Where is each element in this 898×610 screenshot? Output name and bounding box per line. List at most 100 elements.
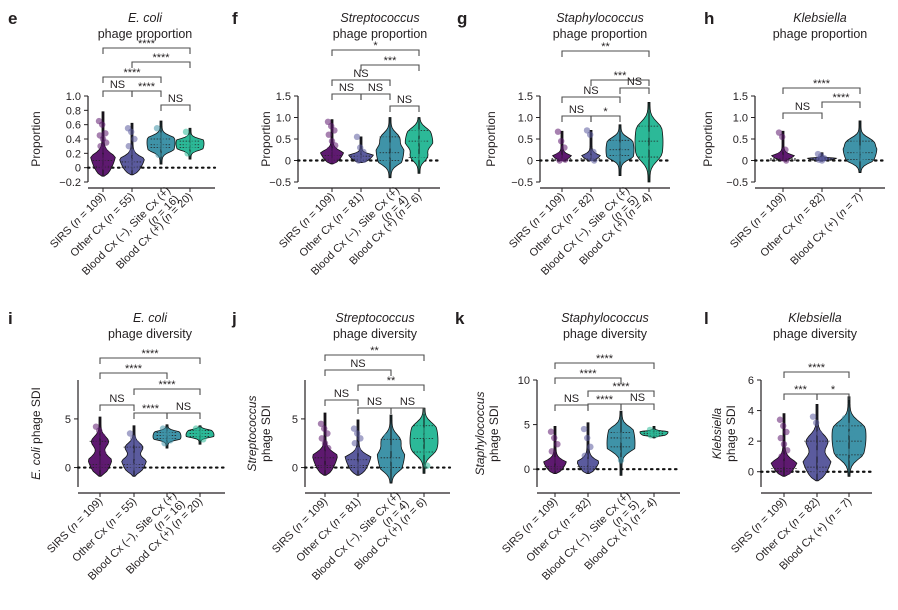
data-point: [784, 447, 791, 454]
y-tick-label: −0.5: [726, 177, 748, 189]
data-point: [190, 145, 197, 153]
significance-label: ****: [138, 81, 156, 93]
data-point: [103, 150, 111, 157]
data-point: [852, 137, 860, 145]
significance-bracket: ***: [360, 55, 420, 71]
violin-3: [831, 396, 867, 477]
bracket-line: [99, 357, 201, 364]
data-point: [157, 132, 164, 139]
panel-k: k Staphylococcus phage diversity 0 5 10 Staphy…: [455, 309, 682, 583]
significance-label: *: [831, 384, 836, 396]
significance-label: ***: [614, 70, 628, 82]
data-point: [554, 128, 562, 135]
violin-4: [404, 117, 434, 174]
significance-bracket: NS: [360, 82, 391, 100]
data-point: [645, 131, 652, 138]
x-tick-label: Other Cx (n = 81): [294, 496, 363, 565]
data-point: [325, 444, 332, 452]
data-point: [555, 463, 562, 470]
violin-4: [185, 425, 215, 445]
significance-bracket: **: [357, 375, 425, 391]
data-point: [616, 142, 623, 149]
y-tick-label: 0.5: [276, 134, 291, 146]
y-axis-label-metric: phage SDI: [487, 405, 501, 462]
violin-3: [606, 410, 636, 476]
data-point: [351, 440, 358, 447]
data-point: [99, 433, 106, 440]
significance-label: NS: [630, 392, 645, 404]
data-point: [418, 137, 425, 145]
data-point: [130, 435, 137, 442]
significance-bracket: NS: [160, 93, 191, 111]
panel-g: g Staphylococcus phage proportion −0.5 0 0.5 1…: [457, 9, 672, 278]
data-point: [419, 155, 426, 162]
data-point: [325, 131, 332, 138]
violin-4: [639, 425, 669, 439]
data-point: [384, 464, 391, 471]
y-tick-label: 1.5: [733, 91, 748, 103]
panel-title-organism: Staphylococcus: [556, 11, 644, 25]
data-point: [102, 164, 109, 171]
bracket-line: [783, 371, 850, 378]
data-point: [155, 151, 162, 158]
significance-label: NS: [368, 82, 383, 94]
violin-2: [806, 150, 838, 164]
data-point: [591, 157, 598, 164]
bracket-line: [390, 407, 425, 414]
panel-title-organism: Staphylococcus: [561, 311, 649, 325]
bracket-line: [324, 399, 359, 406]
data-point: [582, 465, 589, 473]
significance-label: NS: [353, 68, 368, 80]
x-label-n: (: [379, 213, 390, 224]
significance-bracket: NS: [619, 76, 650, 94]
panel-h: h Klebsiella phage proportion −0.5 0 0.5 1.0 1.…: [701, 9, 887, 267]
significance-label: NS: [176, 401, 191, 413]
significance-label: ****: [808, 362, 826, 374]
y-axis-label: Proportion: [259, 111, 273, 166]
panel-title-metric: phage proportion: [773, 27, 868, 41]
data-point: [94, 454, 101, 462]
significance-label: ****: [832, 92, 850, 104]
bracket-line: [166, 412, 201, 419]
significance-bracket: ****: [102, 67, 162, 83]
bracket-line: [133, 388, 201, 395]
significance-bracket: ****: [783, 362, 850, 378]
significance-label: NS: [400, 396, 415, 408]
data-point: [859, 148, 866, 156]
data-point: [420, 448, 428, 456]
y-axis-label-metric: phage SDI: [259, 405, 273, 462]
y-tick-label: 1.5: [518, 91, 533, 103]
data-point: [128, 128, 135, 136]
significance-label: ****: [158, 379, 176, 391]
data-point: [818, 157, 826, 164]
panel-title-metric: phage proportion: [553, 27, 648, 41]
y-axis-label: Proportion: [484, 111, 498, 166]
bracket-line: [561, 96, 621, 103]
y-tick-label: 0.5: [518, 134, 533, 146]
significance-bracket: ****: [782, 78, 861, 94]
significance-label: NS: [367, 396, 382, 408]
x-label-n-value: = 55): [109, 191, 138, 220]
data-point: [619, 148, 626, 156]
data-point: [99, 121, 106, 128]
y-axis-label-metric: phage SDI: [724, 405, 738, 462]
y-tick-label: −0.5: [511, 177, 533, 189]
data-point: [319, 449, 326, 457]
bracket-line: [102, 90, 133, 97]
bracket-line: [619, 87, 650, 94]
significance-bracket: NS: [99, 393, 135, 411]
bracket-line: [99, 372, 168, 379]
significance-bracket: ****: [131, 81, 162, 97]
violin-1: [543, 425, 567, 475]
y-tick-label: 0: [65, 463, 71, 475]
significance-label: ***: [794, 384, 808, 396]
y-axis-label: Klebsiellaphage SDI: [710, 405, 738, 462]
bracket-line: [324, 369, 392, 376]
data-point: [200, 436, 207, 443]
data-point: [612, 137, 620, 144]
data-point: [554, 441, 561, 448]
y-axis-label: Proportion: [701, 111, 715, 166]
data-point: [161, 440, 168, 447]
data-point: [417, 440, 424, 447]
data-point: [642, 155, 649, 162]
